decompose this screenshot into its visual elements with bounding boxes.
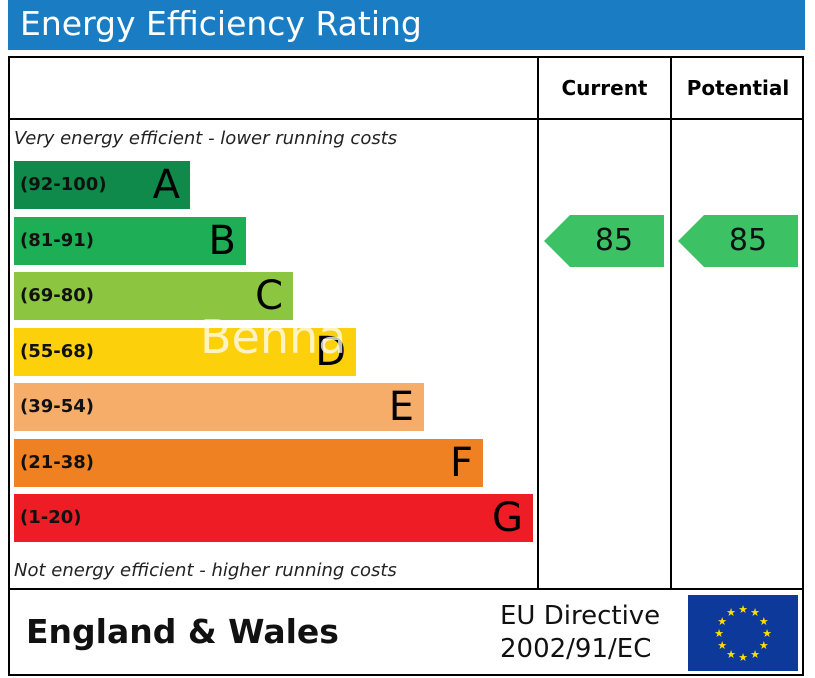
eu-directive-text: EU Directive 2002/91/EC — [500, 600, 676, 666]
potential-rating-value: 85 — [728, 223, 768, 258]
caption-bottom: Not energy efficient - higher running co… — [14, 560, 397, 581]
eu-star-icon: ★ — [717, 615, 727, 628]
band-letter-label: C — [255, 273, 283, 319]
potential-arrow-shape — [678, 215, 798, 267]
band-c: (69-80) C — [14, 272, 293, 320]
title-bar: Energy Efficiency Rating — [8, 0, 805, 50]
band-letter-label: B — [208, 218, 236, 264]
eu-flag-icon: ★ ★ ★ ★ ★ ★ ★ ★ ★ ★ ★ ★ — [688, 595, 798, 671]
band-letter-label: G — [492, 495, 523, 541]
band-letter-label: E — [388, 384, 414, 430]
band-range-label: (21-38) — [20, 452, 95, 473]
caption-top: Very energy efficient - lower running co… — [14, 128, 398, 149]
band-range-label: (55-68) — [20, 341, 95, 362]
band-g: (1-20) G — [14, 494, 533, 542]
eu-star-icon: ★ — [714, 627, 724, 640]
current-rating-value: 85 — [594, 223, 634, 258]
page-title: Energy Efficiency Rating — [20, 4, 422, 43]
eu-star-icon: ★ — [717, 639, 727, 652]
eu-star-icon: ★ — [759, 615, 769, 628]
eu-star-icon: ★ — [738, 603, 748, 616]
band-range-label: (39-54) — [20, 396, 95, 417]
band-a: (92-100) A — [14, 161, 190, 209]
eu-star-icon: ★ — [762, 627, 772, 640]
band-range-label: (81-91) — [20, 230, 95, 251]
band-letter-label: A — [152, 162, 180, 208]
band-b: (81-91) B — [14, 217, 246, 265]
eu-star-icon: ★ — [759, 639, 769, 652]
rating-frame — [8, 56, 804, 676]
band-f: (21-38) F — [14, 439, 483, 487]
eu-star-icon: ★ — [738, 651, 748, 664]
band-range-label: (92-100) — [20, 174, 107, 195]
eu-star-icon: ★ — [726, 648, 736, 661]
eu-directive-line1: EU Directive — [500, 601, 661, 631]
eu-stars: ★ ★★★★★★★★★★★ — [714, 603, 772, 664]
divider-potential — [670, 56, 672, 590]
band-range-label: (69-80) — [20, 285, 95, 306]
divider-current — [537, 56, 539, 590]
eu-directive-line2: 2002/91/EC — [500, 634, 652, 664]
eu-star-icon: ★ — [726, 606, 736, 619]
eu-star-icon: ★ — [750, 648, 760, 661]
header-row-divider — [8, 118, 804, 120]
band-letter-label: D — [315, 329, 346, 375]
column-header-current: Current — [561, 76, 648, 100]
band-letter-label: F — [449, 440, 473, 486]
eu-star-icon: ★ — [750, 606, 760, 619]
region-label: England & Wales — [26, 612, 339, 651]
potential-rating-arrow: 85 — [678, 215, 798, 267]
band-e: (39-54) E — [14, 383, 424, 431]
footer-divider — [8, 588, 804, 590]
current-arrow-shape — [544, 215, 664, 267]
band-d: (55-68) D — [14, 328, 356, 376]
band-range-label: (1-20) — [20, 507, 82, 528]
current-rating-arrow: 85 — [544, 215, 664, 267]
column-header-potential: Potential — [686, 76, 790, 100]
